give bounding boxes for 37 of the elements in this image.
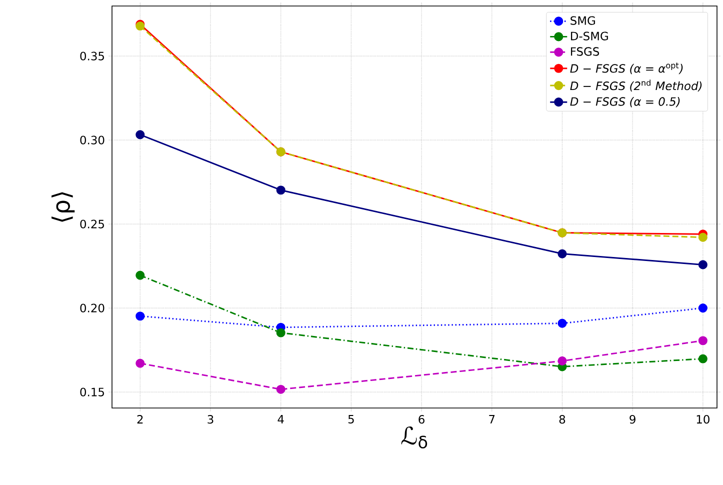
legend-label: D − FSGS (2$^{nd}$ Method) <box>570 80 702 92</box>
point <box>558 318 567 328</box>
x-axis-title: ℒ$_{δ}$ <box>401 426 428 448</box>
y-tick-label: 0.30 <box>80 136 104 144</box>
point <box>698 336 708 346</box>
point <box>276 186 286 195</box>
point <box>276 328 286 338</box>
point <box>558 249 567 258</box>
point <box>698 354 708 364</box>
point <box>698 260 708 270</box>
x-tick-label: 3 <box>208 415 214 424</box>
legend-label: D − FSGS (α = α$^{opt}$) <box>570 62 683 74</box>
x-tick-label: 9 <box>630 415 636 424</box>
y-tick-label: 0.15 <box>80 388 104 396</box>
point <box>136 130 145 140</box>
x-tick-label: 8 <box>559 415 566 424</box>
x-tick-label: 5 <box>348 415 354 424</box>
x-tick-label: 2 <box>137 415 143 424</box>
legend-label: D − FSGS (α = 0.5) <box>570 97 680 108</box>
point <box>698 232 708 242</box>
point <box>136 270 145 280</box>
point <box>698 304 708 313</box>
point <box>136 312 145 321</box>
y-axis-title: ⟨ρ⟩ <box>52 192 75 222</box>
x-tick-label: 7 <box>489 415 495 424</box>
legend-label: D-SMG <box>570 32 608 40</box>
y-tick-label: 0.25 <box>80 220 104 228</box>
point <box>136 358 145 368</box>
x-tick-label: 6 <box>418 415 424 424</box>
x-tick-label: 4 <box>278 415 284 424</box>
point <box>558 356 567 366</box>
point <box>276 384 286 394</box>
y-tick-label: 0.35 <box>80 52 104 60</box>
legend-label: FSGS <box>570 47 600 56</box>
x-tick-label: 10 <box>696 415 710 424</box>
legend-label: SMG <box>570 16 595 25</box>
y-tick-label: 0.20 <box>80 304 104 312</box>
